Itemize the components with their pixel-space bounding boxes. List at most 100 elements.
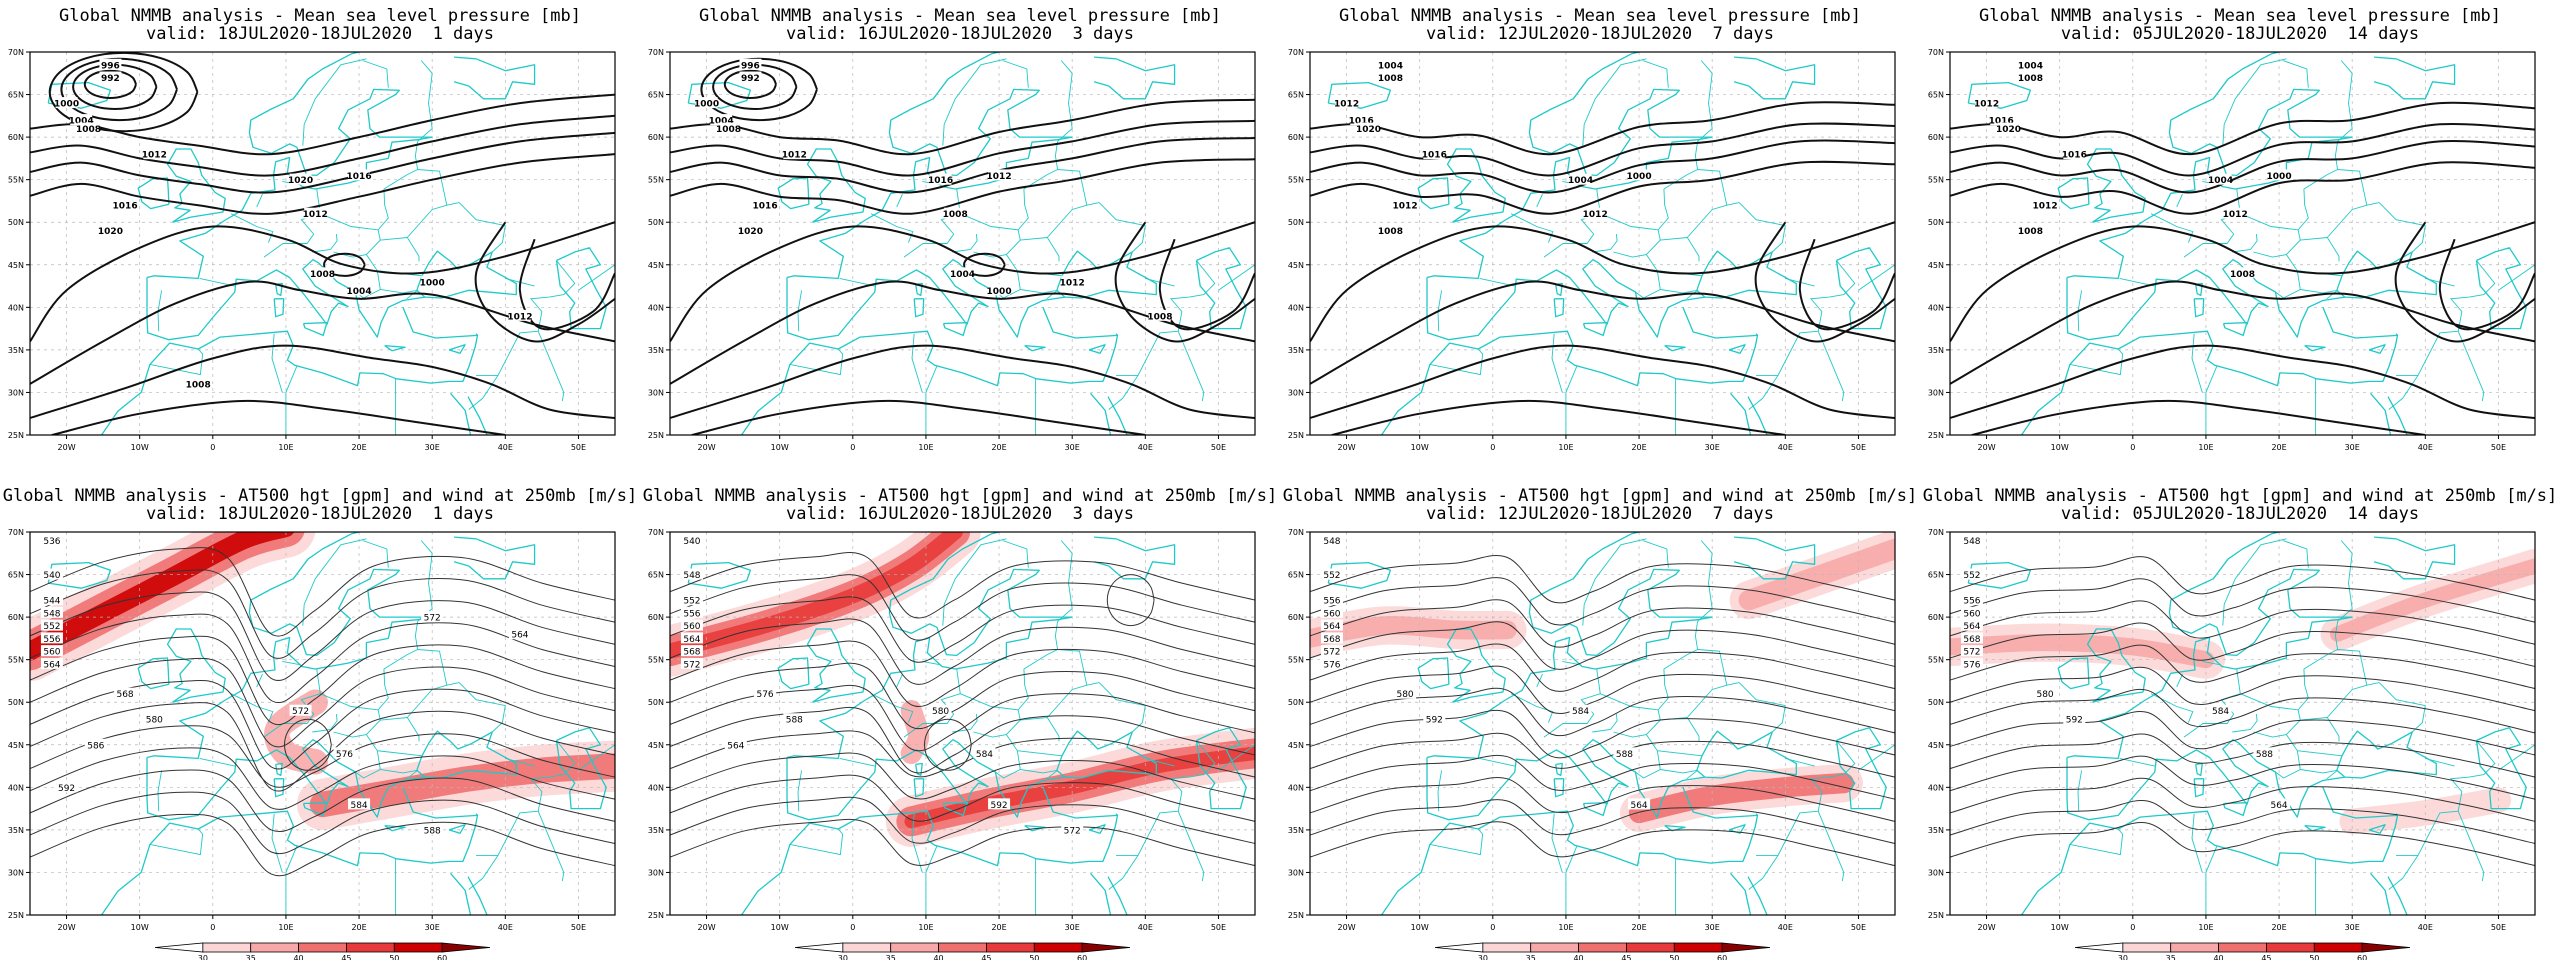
country-border <box>2222 58 2287 146</box>
coastline <box>1090 872 1112 915</box>
contour-label: 1004 <box>347 287 372 297</box>
panel-title: Global NMMB analysis - Mean sea level pr… <box>1339 6 1861 26</box>
contour-label-bg <box>1335 97 1358 109</box>
geopotential-contour <box>670 574 1255 641</box>
contour-label-bg <box>304 207 327 219</box>
latitude-label: 30N <box>1288 868 1304 877</box>
country-border <box>870 693 914 723</box>
contour-label: 588 <box>786 716 803 726</box>
latitude-label: 65N <box>8 571 24 580</box>
latitude-label: 45N <box>648 261 664 270</box>
country-border <box>2457 811 2485 882</box>
contour-label-bg <box>2019 71 2042 83</box>
longitude-label: 0 <box>210 443 215 452</box>
contour-label: 584 <box>1572 707 1589 717</box>
colorbar-swatch <box>2313 942 2363 953</box>
contour-label: 1008 <box>186 380 211 390</box>
contour-label-bg <box>40 606 63 618</box>
contour-label-bg <box>2209 173 2232 185</box>
contour-label: 1016 <box>1989 117 2014 127</box>
colorbar-swatch <box>2218 942 2267 953</box>
contour-label: 568 <box>683 648 700 658</box>
colorbar-swatch <box>842 942 892 953</box>
country-border <box>285 845 298 915</box>
contour-label: 1008 <box>2018 74 2043 84</box>
latitude-label: 65N <box>1288 91 1304 100</box>
contour-label-bg <box>739 71 762 83</box>
contour-label-bg <box>944 207 967 219</box>
coastline <box>2193 298 2205 318</box>
longitude-label: 30E <box>1705 923 1720 932</box>
geopotential-contour <box>1310 577 1895 626</box>
country-border <box>1023 141 1059 190</box>
country-border <box>2300 769 2338 774</box>
contour-label: 548 <box>1963 537 1980 547</box>
jet-wind-shading <box>904 746 1255 829</box>
country-border <box>1108 375 1139 410</box>
country-border <box>320 668 389 711</box>
coastline <box>2168 52 2353 177</box>
contour-label-bg <box>739 224 762 236</box>
contour-label-bg <box>1320 657 1343 669</box>
latitude-label: 45N <box>1288 741 1304 750</box>
country-border <box>1046 682 1146 733</box>
coastline <box>786 136 1073 280</box>
geopotential-contour <box>1950 622 2535 667</box>
longitude-label: 10W <box>1411 443 1429 452</box>
contour-label: 564 <box>43 660 60 670</box>
country-border <box>2176 193 2183 208</box>
contour-label: 1012 <box>507 312 532 322</box>
country-border <box>2191 333 2203 393</box>
country-border <box>925 845 938 915</box>
contour-label-bg <box>680 594 703 606</box>
coastline <box>100 330 479 435</box>
contour-label: 580 <box>2036 690 2053 700</box>
geopotential-contour <box>30 769 615 832</box>
colorbar-swatch <box>938 942 987 953</box>
contour-label: 1000 <box>1627 172 1652 182</box>
country-border <box>1613 709 1661 738</box>
contour-label: 1016 <box>347 172 372 182</box>
geopotential-contour <box>670 796 1255 844</box>
colorbar-tick-label: 40 <box>1573 954 1583 960</box>
country-border <box>1177 331 1205 402</box>
contour-label-bg <box>508 628 531 640</box>
contour-label-bg <box>929 704 952 716</box>
isobar-contour <box>1950 280 2535 385</box>
country-border <box>149 828 204 856</box>
coastline <box>2066 616 2353 760</box>
isobar-contour <box>1310 122 1895 177</box>
latitude-label: 70N <box>8 528 24 537</box>
country-border <box>1020 769 1058 774</box>
country-border <box>1817 811 1845 882</box>
country-border <box>333 709 381 738</box>
coastline <box>942 802 968 817</box>
country-border <box>2232 714 2258 733</box>
country-border <box>1189 740 1216 778</box>
colorbar-swatch <box>1673 942 1723 953</box>
contour-label-bg <box>348 284 371 296</box>
latitude-label: 70N <box>8 48 24 57</box>
country-border <box>320 188 389 231</box>
panel-valid-period: valid: 18JUL2020-18JUL2020 1 days <box>146 504 494 524</box>
country-border <box>2077 770 2083 812</box>
colorbar-tick-label: 45 <box>981 954 991 960</box>
contour-label-bg <box>2034 199 2057 211</box>
contour-label-bg <box>143 148 166 160</box>
country-border <box>537 811 565 882</box>
contour-label: 540 <box>683 537 700 547</box>
country-border <box>380 717 420 742</box>
contour-label-bg <box>311 267 334 279</box>
z500-map-panel-1: Global NMMB analysis - AT500 hgt [gpm] a… <box>0 480 640 960</box>
geopotential-contour <box>30 613 615 703</box>
latitude-label: 55N <box>648 656 664 665</box>
contour-label-bg <box>2268 798 2291 810</box>
coastline <box>2368 344 2386 354</box>
contour-label-bg <box>754 687 777 699</box>
coastline <box>1107 396 1128 435</box>
coastline <box>1195 247 1247 330</box>
contour-label-bg <box>1394 199 1417 211</box>
coastline <box>1380 810 1759 915</box>
contour-label: 572 <box>1963 648 1980 658</box>
